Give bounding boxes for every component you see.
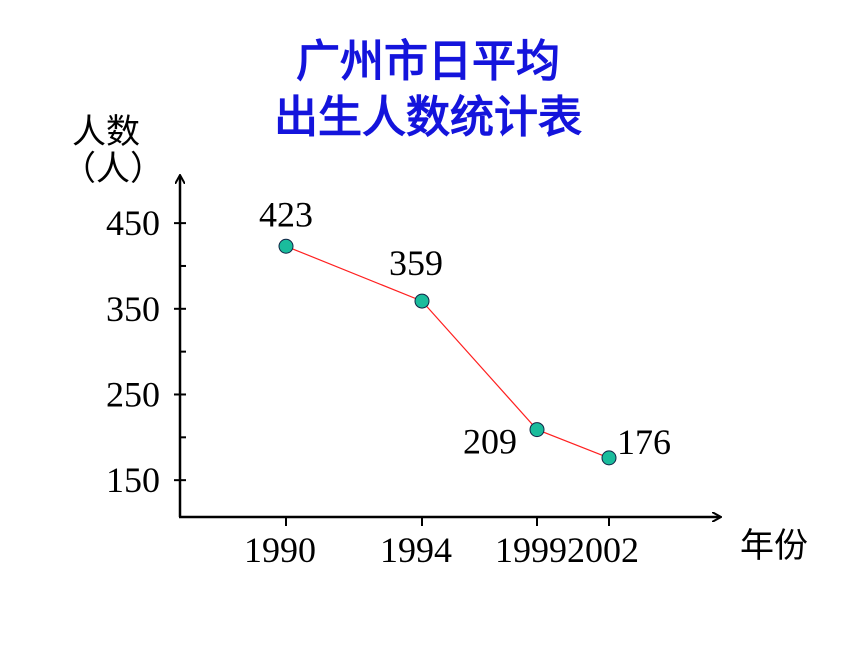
point xyxy=(414,293,430,309)
data-label: 176 xyxy=(617,422,671,462)
data-label: 359 xyxy=(389,243,443,283)
y-tick-label: 350 xyxy=(106,289,160,329)
y-axis-label: 人数 xyxy=(72,112,140,152)
chart-title: 广州市日平均 xyxy=(296,36,560,87)
data-label: 209 xyxy=(463,422,517,462)
x-tick-label: 1990 xyxy=(244,530,316,570)
point xyxy=(601,450,617,466)
y-axis-label: （人） xyxy=(62,149,164,189)
point xyxy=(529,422,545,438)
x-tick-label: 1999 xyxy=(495,530,567,570)
x-axis-label: 年份 xyxy=(740,526,808,566)
line xyxy=(285,245,610,459)
y-tick-label: 250 xyxy=(106,374,160,414)
x-tick-label: 2002 xyxy=(567,530,639,570)
y-tick-label: 450 xyxy=(106,203,160,243)
chart-title: 出生人数统计表 xyxy=(274,92,582,143)
point xyxy=(278,238,294,254)
y-tick-label: 150 xyxy=(106,460,160,500)
data-label: 423 xyxy=(259,194,313,234)
x-tick-label: 1994 xyxy=(380,530,452,570)
